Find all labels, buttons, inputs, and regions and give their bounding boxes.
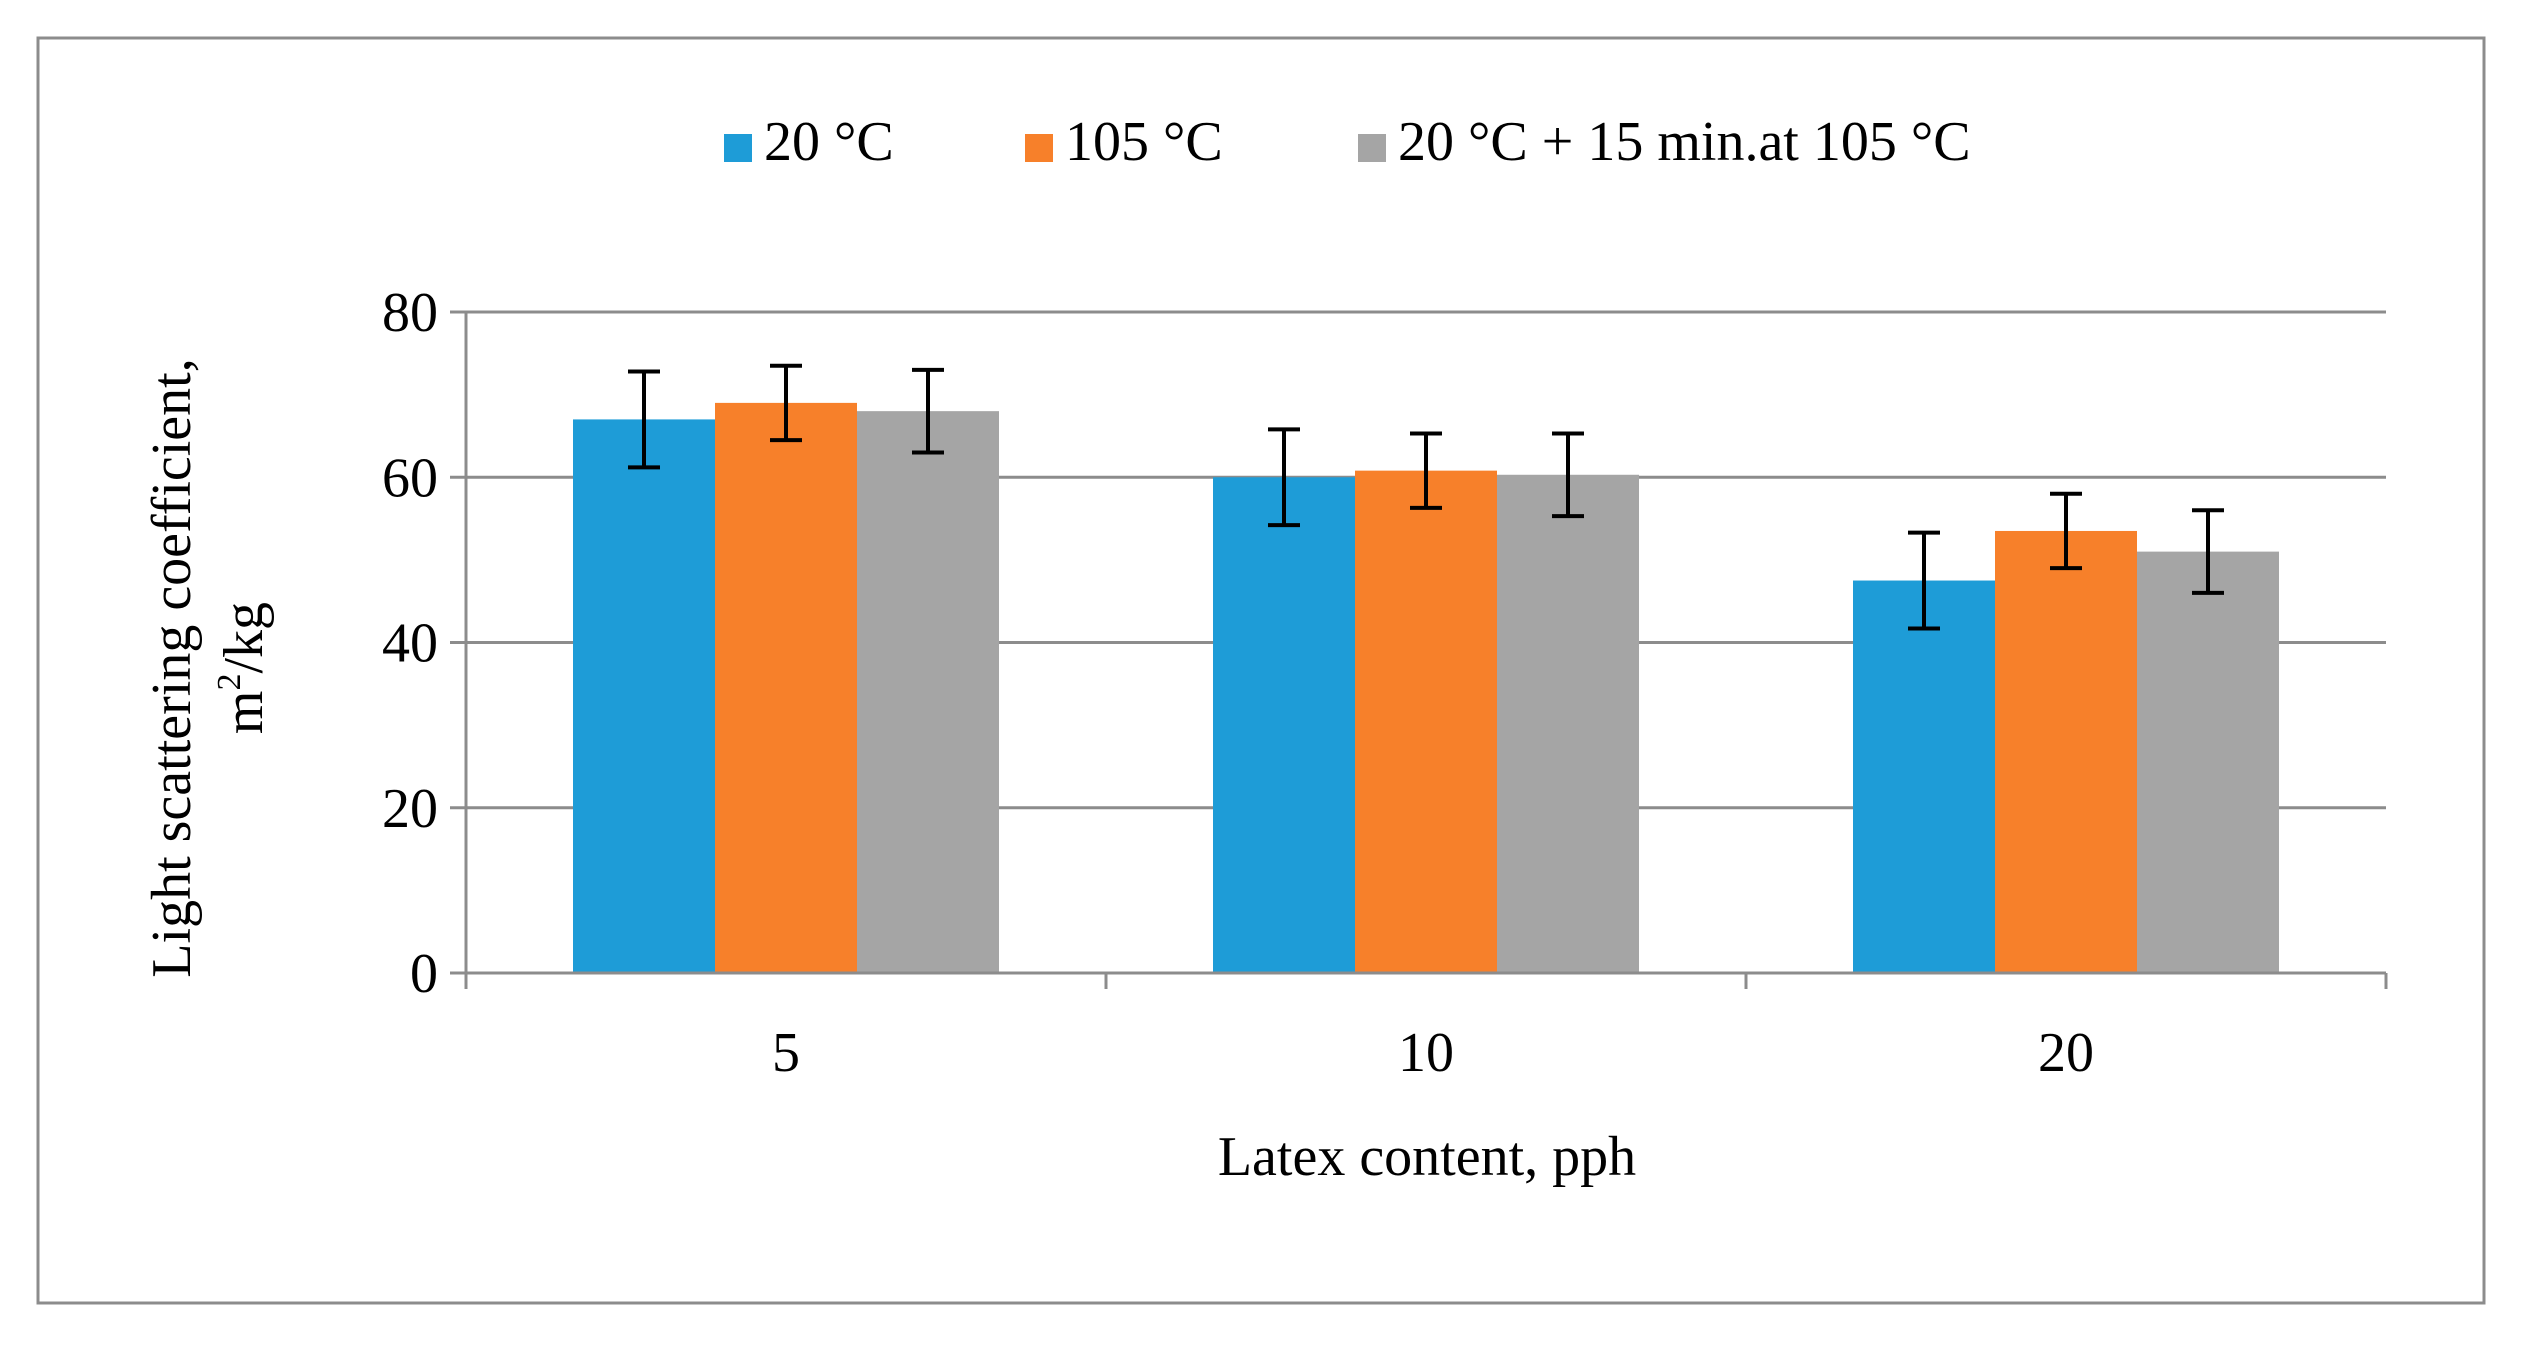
- x-axis-title: Latex content, pph: [1218, 1126, 1636, 1188]
- bar-series2-cat20: [2137, 551, 2279, 973]
- y-axis-unit-base: m: [213, 691, 275, 735]
- y-axis-title-line1: Light scattering coefficient,: [141, 358, 203, 977]
- y-tick-label-60: 60: [382, 447, 438, 509]
- legend-swatch-20c-15min-105c: [1358, 134, 1386, 162]
- tick-labels: 0 20 40 60 80 5 10 20: [382, 282, 2094, 1084]
- x-tick-label-20: 20: [2038, 1022, 2094, 1084]
- legend-label-105c: 105 °C: [1065, 111, 1223, 173]
- y-tick-label-0: 0: [410, 943, 438, 1005]
- x-tick-label-5: 5: [772, 1022, 800, 1084]
- x-tick-label-10: 10: [1398, 1022, 1454, 1084]
- error-bars: [628, 363, 2224, 631]
- legend-swatch-20c: [724, 134, 752, 162]
- bars: [573, 402, 2279, 974]
- y-axis-title: Light scattering coefficient, m2/kg: [141, 358, 275, 977]
- y-axis-unit-superscript: 2: [211, 674, 248, 691]
- legend-label-20c-15min-105c: 20 °C + 15 min.at 105 °C: [1398, 111, 1971, 173]
- bar-series1-cat20: [1995, 530, 2137, 973]
- bar-series2-cat5: [857, 411, 999, 973]
- y-tick-label-40: 40: [382, 613, 438, 675]
- legend: 20 °C 105 °C 20 °C + 15 min.at 105 °C: [724, 111, 1971, 173]
- y-tick-label-20: 20: [382, 778, 438, 840]
- axes: [450, 310, 2388, 989]
- bar-series0-cat10: [1213, 477, 1355, 973]
- bar-series0-cat5: [573, 419, 715, 974]
- bar-series0-cat20: [1853, 580, 1995, 973]
- bar-series2-cat10: [1497, 474, 1639, 973]
- bar-series1-cat5: [715, 402, 857, 973]
- bar-series1-cat10: [1355, 470, 1497, 973]
- y-axis-title-line2: m2/kg: [211, 602, 275, 734]
- y-axis-unit-suffix: /kg: [213, 602, 275, 674]
- legend-label-20c: 20 °C: [764, 111, 894, 173]
- y-tick-label-80: 80: [382, 282, 438, 344]
- legend-swatch-105c: [1025, 134, 1053, 162]
